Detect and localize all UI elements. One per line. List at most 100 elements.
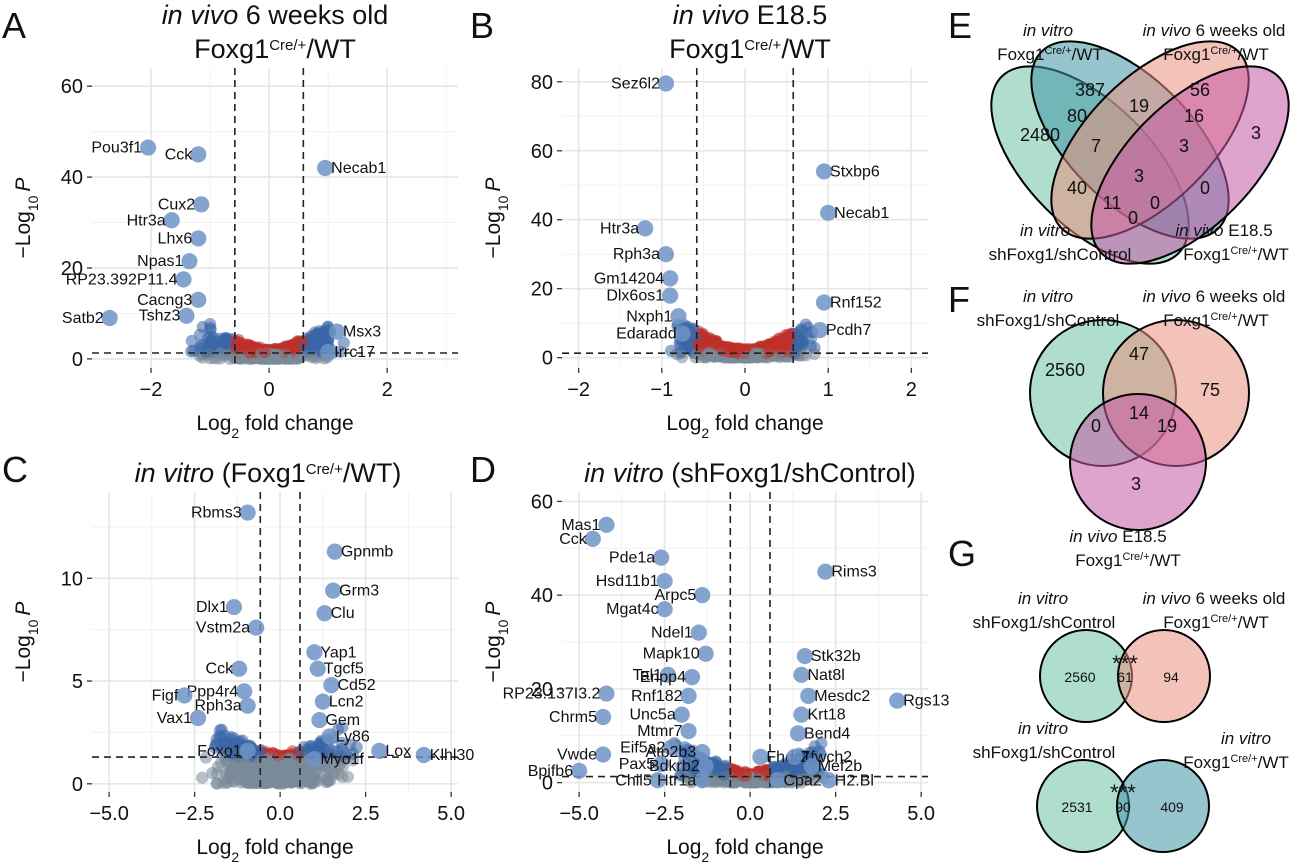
labelled-gene-point: [820, 772, 837, 789]
x-tick-label: 0.0: [266, 803, 294, 825]
labelled-gene-point: [178, 307, 195, 324]
venn-e-count: 56: [1190, 80, 1210, 100]
labelled-gene-point: [598, 516, 615, 533]
venn-g2-label-left-2: shFoxg1/shControl: [973, 743, 1116, 762]
panel-letter-a: A: [2, 5, 26, 46]
venn-e-set-e185: [1090, 65, 1290, 265]
gene-label: Cck: [165, 146, 194, 163]
gene-point: [749, 348, 762, 361]
x-tick-label: 0.0: [736, 803, 764, 825]
gene-point: [277, 759, 291, 772]
panel-c: C in vitro (Foxg1Cre/+/WT) Rbms3 Gpnmb Grm…: [2, 449, 474, 863]
venn-g1-label-right-1: in vivo 6 weeks old: [1143, 589, 1286, 608]
gene-label: Enpp4: [640, 669, 686, 686]
labelled-gene-point: [236, 683, 253, 700]
venn-g1-label-left-1: in vitro: [1018, 589, 1068, 608]
gene-label: Ppp4r4: [187, 683, 239, 700]
point-cloud: [664, 318, 821, 364]
gene-label: Pcdh7: [826, 322, 871, 339]
panel-g: G in vitro shFoxg1/shControl in vivo 6 w…: [948, 533, 1289, 853]
labelled-gene-point: [190, 146, 207, 163]
labelled-gene-point: [674, 325, 691, 342]
gene-point: [808, 341, 821, 354]
labelled-gene-point: [820, 204, 837, 221]
labelled-gene-point: [584, 530, 601, 547]
panel-letter-d: D: [470, 449, 496, 490]
gene-point: [336, 770, 349, 784]
gene-point: [716, 344, 729, 357]
labelled-gene-point: [683, 669, 701, 686]
y-axis-label: −Log10P: [482, 602, 511, 683]
gene-point: [295, 777, 308, 790]
labelled-gene-point: [326, 543, 343, 560]
venn-f-label-6weeks-2: Foxg1Cre/+/WT: [1163, 311, 1269, 330]
venn-e-label-invitro-cre-1: in vitro: [1023, 21, 1073, 40]
y-tick-label: 20: [531, 279, 553, 301]
y-tick-label: 40: [61, 167, 83, 189]
panel-b: B in vivo E18.5 Foxg1Cre/+/WT Sez6l2 Htr3…: [470, 0, 928, 441]
venn-e-label-shfoxg1-1: in vitro: [1020, 221, 1070, 240]
gene-label: Necab1: [331, 160, 386, 177]
gene-point: [187, 344, 200, 357]
gene-point: [230, 352, 244, 365]
gene-point: [703, 338, 717, 351]
gene-label: Hsd11b1: [596, 573, 659, 590]
gene-point: [692, 338, 705, 351]
venn-e-label-6weeks-2: Foxg1Cre/+/WT: [1163, 45, 1269, 64]
y-tick-label: 10: [61, 568, 83, 590]
gene-point: [320, 772, 333, 785]
gene-point: [334, 345, 347, 358]
x-tick-label: 2: [906, 379, 917, 401]
labelled-gene-point: [694, 744, 711, 761]
gene-point: [781, 330, 794, 343]
gene-label: Rims3: [831, 564, 876, 581]
labelled-gene-point: [769, 772, 786, 789]
panel-f: F in vitro shFoxg1/shControl in vivo 6 w…: [948, 279, 1285, 570]
labelled-gene-point: [793, 706, 810, 723]
x-tick-label: −2.5: [645, 803, 684, 825]
plot-area: [92, 492, 458, 792]
labelled-gene-point: [190, 230, 207, 247]
venn-e-label-6weeks-1: in vivo 6 weeks old: [1143, 21, 1286, 40]
labelled-gene-point: [239, 504, 256, 521]
panel-c-title: in vitro (Foxg1Cre/+/WT): [135, 458, 402, 488]
labelled-gene-point: [663, 739, 680, 756]
x-tick-label: −1: [650, 379, 673, 401]
labelled-gene-point: [697, 758, 714, 775]
venn-f-label-e185-2: Foxg1Cre/+/WT: [1075, 551, 1181, 570]
venn-e-count: 16: [1184, 106, 1204, 126]
labelled-gene-point: [594, 708, 612, 726]
venn-e-count: 3: [1251, 123, 1261, 143]
venn-f-count: 47: [1129, 344, 1149, 364]
gene-point: [249, 773, 262, 786]
gene-point: [814, 748, 827, 761]
panel-e: E in vitro Foxg1Cre/+/WT in vivo 6 weeks…: [948, 5, 1290, 265]
gene-point: [309, 765, 322, 779]
labelled-gene-point: [656, 572, 673, 590]
gene-label: Pax5: [619, 756, 656, 773]
labelled-gene-point: [680, 687, 697, 705]
gene-point: [815, 737, 828, 750]
gene-label: Stk32b: [811, 648, 861, 665]
venn-g2-count: 90: [1115, 799, 1131, 815]
labelled-gene-point: [694, 772, 711, 789]
gene-point: [272, 749, 285, 762]
venn-e-count: 40: [1067, 178, 1087, 198]
gene-label: Bend4: [804, 725, 850, 742]
gene-label: Nxph1: [626, 308, 672, 325]
venn-e-count: 0: [1200, 178, 1210, 198]
labelled-gene-point: [670, 308, 687, 325]
gene-label: Gpnmb: [341, 544, 394, 561]
y-axis-label: −Log10P: [12, 602, 41, 683]
venn-e-count: 387: [1075, 80, 1105, 100]
labelled-gene-point: [317, 159, 334, 177]
gene-label: Pou3f1: [91, 140, 142, 157]
labelled-gene-point: [325, 582, 342, 599]
venn-g2-label-right-2: Foxg1Cre/+/WT: [1183, 753, 1289, 772]
gene-label: Rnf182: [631, 688, 683, 705]
gene-label: Cck: [559, 531, 588, 548]
x-axis-label: Log2 fold change: [196, 836, 353, 863]
venn-g2-count: 409: [1160, 799, 1184, 815]
